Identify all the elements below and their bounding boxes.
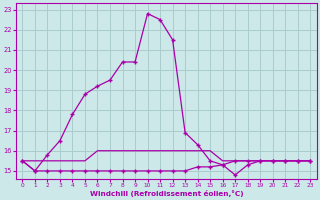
X-axis label: Windchill (Refroidissement éolien,°C): Windchill (Refroidissement éolien,°C) bbox=[90, 190, 243, 197]
